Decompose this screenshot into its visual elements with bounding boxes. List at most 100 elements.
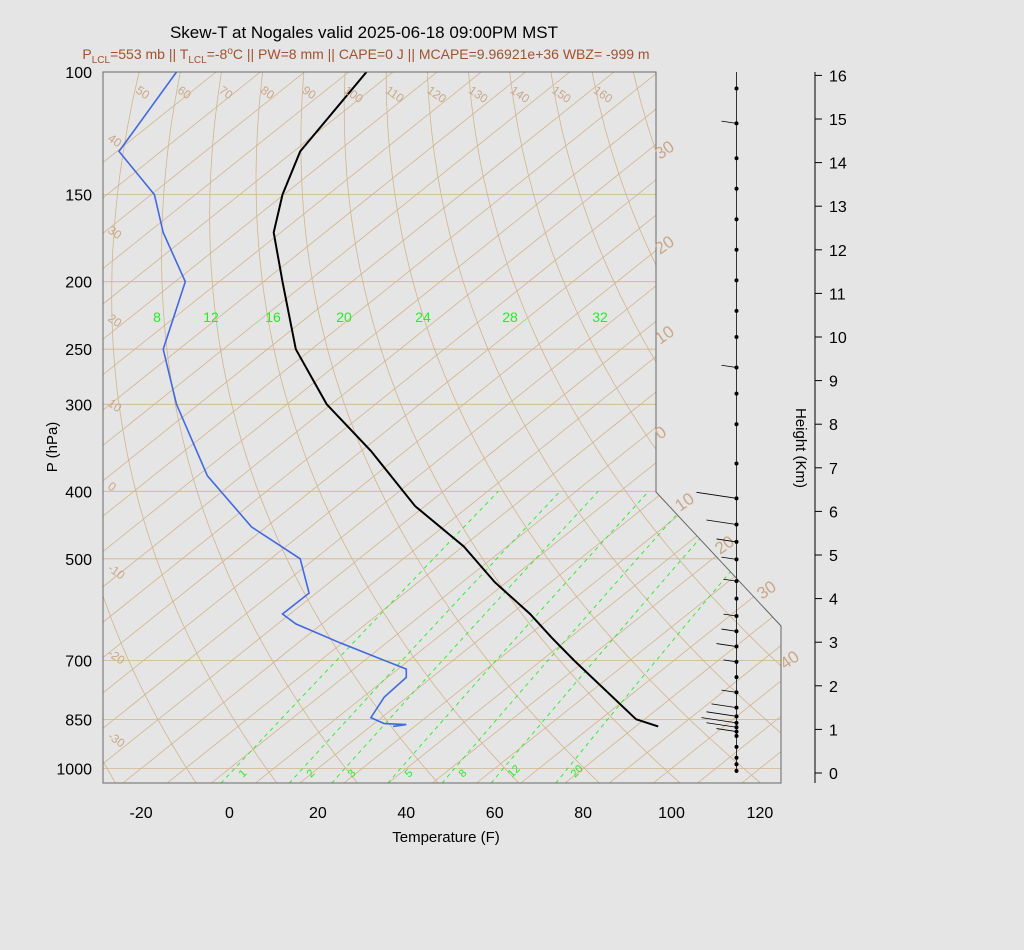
dry-adiabat-line bbox=[209, 72, 439, 783]
mixing-ratio-label: 8 bbox=[153, 309, 161, 325]
wind-barb bbox=[706, 711, 737, 717]
isotherm-line bbox=[697, 72, 781, 783]
isotherm-line bbox=[103, 72, 747, 783]
profile-lines bbox=[117, 72, 659, 728]
dry-adiabat-line bbox=[963, 72, 1024, 783]
wind-level-dot bbox=[734, 308, 739, 313]
isotherm-line bbox=[786, 72, 1024, 783]
wind-barb bbox=[721, 689, 737, 693]
isotherm-line bbox=[122, 72, 781, 783]
temperature-tick-label: -20 bbox=[130, 805, 153, 822]
pressure-tick-label: 100 bbox=[65, 65, 92, 82]
height-tick-label: 2 bbox=[829, 679, 838, 696]
isotherm-line bbox=[210, 72, 781, 783]
height-tick-label: 10 bbox=[829, 330, 847, 347]
height-tick-label: 16 bbox=[829, 68, 847, 85]
mixing-ratio-grid bbox=[220, 490, 781, 783]
mixing-ratio-label: 3 bbox=[346, 767, 359, 780]
isotherm-line bbox=[103, 72, 703, 783]
dry-adiabat-grid bbox=[0, 72, 1024, 783]
isotherm-label: -30 bbox=[105, 729, 128, 751]
isotherm-line bbox=[103, 72, 526, 783]
mixing-ratio-label: 8 bbox=[457, 767, 470, 780]
height-axis-label: Height (Km) bbox=[792, 408, 809, 488]
dry-adiabat-line bbox=[385, 72, 762, 783]
pressure-tick-label: 850 bbox=[65, 712, 92, 729]
dry-adiabat-line bbox=[300, 72, 600, 783]
dry-adiabat-line bbox=[922, 72, 1024, 783]
mixing-ratio-line bbox=[490, 491, 742, 783]
isotherm-label: 40 bbox=[776, 647, 802, 673]
temperature-tick-label: 20 bbox=[309, 805, 327, 822]
wind-barb bbox=[721, 556, 737, 560]
dry-adiabat-line bbox=[111, 72, 278, 783]
wind-barb bbox=[723, 659, 737, 663]
mixing-ratio-line bbox=[331, 490, 599, 783]
wind-barb bbox=[706, 722, 737, 728]
wind-barb bbox=[716, 643, 737, 647]
isotherm-line bbox=[652, 72, 781, 783]
wind-barb bbox=[701, 717, 737, 724]
isotherm-line bbox=[962, 72, 1024, 783]
mixing-ratio-label: 28 bbox=[502, 309, 518, 325]
isotherm-line bbox=[1007, 72, 1024, 783]
isotherm-label: 20 bbox=[105, 311, 124, 330]
chart-subtitle: PLCL=553 mb || TLCL=-8oC || PW=8 mm || C… bbox=[82, 46, 649, 66]
mixing-ratio-line bbox=[555, 491, 781, 783]
pressure-tick-label: 500 bbox=[65, 552, 92, 569]
pressure-tick-label: 200 bbox=[65, 275, 92, 292]
plot-border bbox=[102, 71, 782, 784]
pressure-tick-label: 250 bbox=[65, 342, 92, 359]
isotherm-line bbox=[874, 72, 1024, 783]
isotherm-line bbox=[830, 72, 1024, 783]
isotherm-grid bbox=[103, 72, 1024, 783]
pressure-tick-label: 150 bbox=[65, 188, 92, 205]
isotherm-line bbox=[476, 72, 781, 783]
temperature-tick-label: 40 bbox=[397, 805, 415, 822]
isotherm-line bbox=[166, 72, 781, 783]
wind-level-dot bbox=[734, 596, 739, 601]
temperature-line bbox=[272, 72, 659, 728]
temperature-axis: -20 0 20 40 60 80 100 120 bbox=[130, 805, 774, 822]
isotherm-label: 160 bbox=[591, 83, 616, 106]
mixing-ratio-line bbox=[387, 490, 649, 783]
dry-adiabat-line bbox=[839, 72, 1024, 783]
wind-level-dot bbox=[734, 335, 739, 339]
temperature-tick-label: 0 bbox=[225, 805, 234, 822]
isotherm-line bbox=[103, 72, 781, 783]
chart-title: Skew-T at Nogales valid 2025-06-18 09:00… bbox=[170, 23, 558, 42]
isotherm-line bbox=[255, 72, 781, 783]
pressure-axis: 100 150 200 250 300 400 500 700 850 1000 bbox=[56, 65, 92, 779]
wind-barb bbox=[721, 628, 737, 632]
height-tick-label: 7 bbox=[829, 461, 838, 478]
height-tick-label: 8 bbox=[829, 417, 838, 434]
isotherm-line bbox=[387, 72, 781, 783]
isotherm-label: 20 bbox=[711, 532, 737, 558]
wind-level-dot bbox=[734, 422, 739, 427]
isotherm-label: 30 bbox=[105, 223, 124, 242]
isotherm-line bbox=[103, 72, 781, 783]
dry-adiabat-line bbox=[161, 72, 358, 783]
isotherm-label: 10 bbox=[105, 396, 124, 415]
height-tick-label: 11 bbox=[829, 286, 846, 303]
isotherm-label: -10 bbox=[105, 561, 128, 583]
wind-barb bbox=[721, 120, 737, 124]
pressure-tick-label: 700 bbox=[65, 654, 92, 671]
isotherm-label: 30 bbox=[753, 577, 779, 603]
isotherm-line bbox=[103, 72, 438, 783]
isotherm-line bbox=[103, 72, 781, 783]
height-tick-label: 5 bbox=[829, 548, 838, 565]
mixing-ratio-label: 24 bbox=[415, 309, 431, 325]
dry-adiabat-line bbox=[509, 72, 781, 783]
temperature-tick-label: 80 bbox=[574, 805, 592, 822]
isotherm-line bbox=[431, 72, 781, 783]
wind-level-dot bbox=[734, 278, 739, 283]
isotherm-label: 20 bbox=[651, 232, 677, 258]
height-tick-label: 15 bbox=[829, 112, 847, 129]
dry-adiabat-line bbox=[343, 72, 681, 783]
dry-adiabat-line bbox=[0, 72, 35, 783]
mixing-ratio-line bbox=[441, 491, 698, 783]
wind-barb bbox=[706, 519, 737, 525]
pressure-tick-label: 300 bbox=[65, 397, 92, 414]
